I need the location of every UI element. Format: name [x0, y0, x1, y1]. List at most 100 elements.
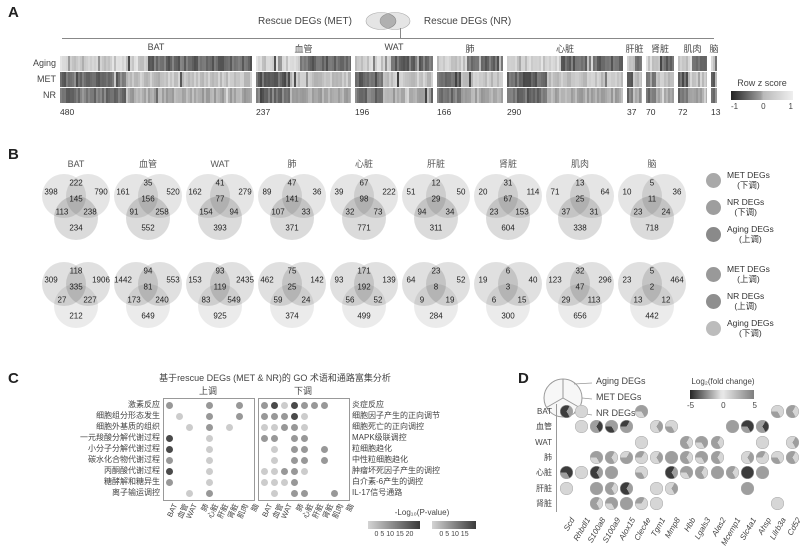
- pie-dot: [604, 450, 618, 464]
- go-dot: [300, 402, 308, 409]
- aging-circle: [54, 196, 98, 240]
- pie-dot: [695, 450, 709, 464]
- go-dot: [320, 457, 328, 464]
- go-dot: [290, 402, 298, 409]
- pie-dot: [650, 481, 664, 495]
- venn-diagram: 1442 94 553 81 173 240 649: [112, 258, 184, 328]
- heatmap-row-nr: [256, 88, 351, 103]
- go-dot: [300, 457, 308, 464]
- go-term-up: 细胞组分形态发生: [96, 411, 160, 420]
- venn-legend-down: MET DEGs (下调) NR DEGs (下调) Aging DEGs (上调): [706, 170, 774, 251]
- panel-c-title: 基于rescue DEGs (MET & NR)的 GO 术语和通路富集分析: [159, 373, 391, 383]
- legend-label: MET DEGs: [727, 170, 770, 180]
- heatmap-row-met: [60, 72, 252, 87]
- venn-count: 51: [406, 187, 416, 197]
- venn-count: 31: [589, 207, 599, 217]
- met-circle: [330, 262, 374, 306]
- aging-circle: [126, 284, 170, 328]
- pie-dot: [619, 450, 633, 464]
- venn-count: 114: [526, 187, 540, 197]
- d-axis-line: [556, 404, 557, 512]
- venn-diagram: 93 171 139 192 56 52 499: [328, 258, 400, 328]
- legend-text: MET DEGs (上调): [727, 264, 770, 284]
- go-dot: [225, 424, 233, 431]
- venn-count: 118: [69, 266, 83, 276]
- nr-circle: [66, 174, 110, 218]
- pie-dot: [619, 496, 633, 510]
- go-term-down: 白介素-6产生的调控: [352, 477, 424, 486]
- pie-dot: [604, 420, 618, 434]
- nr-circle: [426, 262, 470, 306]
- pie-dot: [740, 466, 754, 480]
- venn-count: 790: [94, 187, 108, 197]
- tissue-label: 肾脏: [650, 44, 669, 54]
- pie-dot: [589, 496, 603, 510]
- venn-count: 24: [301, 295, 311, 305]
- legend-direction: (下调): [739, 328, 762, 338]
- venn-count: 925: [213, 311, 227, 321]
- heatmap-tissue-block: [627, 56, 642, 103]
- venn-count: 238: [83, 207, 97, 217]
- heatmap-row-met: [678, 72, 707, 87]
- heatmap-row-aging: [627, 56, 642, 71]
- heatmap-row-aging: [646, 56, 674, 71]
- met-circle: [474, 174, 518, 218]
- go-dot: [290, 479, 298, 486]
- met-circle: [42, 262, 86, 306]
- aging-circle: [414, 196, 458, 240]
- legend-direction: (下调): [737, 180, 760, 190]
- venn-tissue-title: 脑: [647, 159, 657, 169]
- venn-count: 50: [456, 187, 466, 197]
- pie-sector-label: NR DEGs: [596, 408, 636, 418]
- met-circle: [330, 174, 374, 218]
- panel-c-label: C: [8, 370, 19, 387]
- venn-count: 24: [661, 207, 671, 217]
- go-dot: [290, 413, 298, 420]
- go-dot: [280, 479, 288, 486]
- venn-count: 374: [285, 311, 299, 321]
- venn-diagram: 64 23 52 8 9 19 284: [400, 258, 472, 328]
- go-dot: [300, 435, 308, 442]
- legend-direction: (上调): [734, 301, 757, 311]
- pie-dot: [695, 435, 709, 449]
- venn-count: 464: [670, 275, 684, 285]
- venn-count: 23: [633, 207, 643, 217]
- venn-legend-entry: MET DEGs (下调): [706, 170, 774, 190]
- venn-count: 12: [661, 295, 671, 305]
- venn-count: 520: [166, 187, 180, 197]
- pie-dot: [680, 435, 694, 449]
- pvalue-colorbar-up: [368, 521, 420, 529]
- fc-legend-title: Log₂(fold change): [691, 377, 755, 386]
- pie-dot: [635, 450, 648, 464]
- deg-count: 13: [711, 107, 721, 117]
- heatmap-row-met: [437, 72, 503, 87]
- up-column-header: 上调: [198, 386, 217, 396]
- heatmap-row-nr: [437, 88, 503, 103]
- venn-count: 13: [633, 295, 643, 305]
- zscore-tick: 0: [761, 102, 766, 111]
- venn-connector-vline: [400, 28, 401, 38]
- nr-circle: [426, 174, 470, 218]
- venn-count: 36: [312, 187, 322, 197]
- go-dot: [235, 413, 243, 420]
- venn-count: 6: [491, 295, 497, 305]
- met-circle: [546, 262, 590, 306]
- legend-direction: (下调): [734, 207, 757, 217]
- aging-circle: [342, 196, 386, 240]
- venn-count: 162: [188, 187, 202, 197]
- heatmap-tissue-block: [678, 56, 707, 103]
- pie-dot: [786, 435, 799, 449]
- venn-count: 154: [199, 207, 213, 217]
- aging-circle: [126, 196, 170, 240]
- venn-count: 1442: [114, 275, 132, 285]
- go-dot: [205, 468, 213, 475]
- legend-text: Aging DEGs (下调): [727, 318, 774, 338]
- venn-count: 52: [373, 295, 383, 305]
- nr-circle: [282, 262, 326, 306]
- go-dot: [270, 490, 278, 497]
- venn-count: 284: [429, 311, 443, 321]
- go-dot: [300, 490, 308, 497]
- venn-tissue-title: 肌肉: [570, 159, 589, 169]
- venn-count: 56: [345, 295, 355, 305]
- nr-circle: [210, 262, 254, 306]
